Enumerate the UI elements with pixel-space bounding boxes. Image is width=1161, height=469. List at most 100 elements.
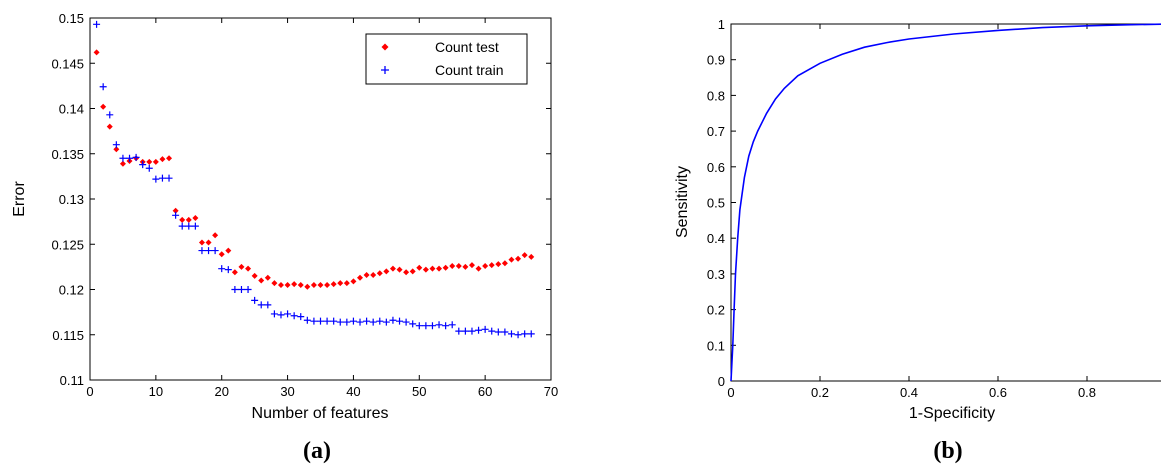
count-train-point (93, 20, 101, 28)
count-train-point (501, 328, 509, 336)
count-train-point (514, 331, 522, 339)
count-test-point (508, 256, 515, 263)
chart-b-ytick-label: 0.1 (707, 338, 725, 353)
count-test-point (310, 281, 317, 288)
count-train-point (257, 301, 265, 309)
chart-b-xtick-label: 0 (727, 385, 734, 400)
chart-a: 0 10 20 30 40 50 60 70 0.11 0.115 0.12 0.125 0.13 0.1… (11, 11, 558, 464)
count-test-point (449, 262, 456, 269)
count-test-point (100, 103, 107, 110)
count-train-point (349, 317, 357, 325)
count-test-point (337, 280, 344, 287)
chart-b-ytick-label: 0.2 (707, 303, 725, 318)
count-train-point (277, 311, 285, 319)
chart-a-panel-label: (a) (303, 438, 331, 464)
chart-a-ticks: 0 10 20 30 40 50 60 70 0.11 0.115 0.12 0.125 0.13 0.1… (51, 11, 558, 399)
count-train-point (330, 317, 338, 325)
count-train-point (126, 154, 134, 162)
legend-marker-count-test (381, 43, 389, 51)
count-train-point (323, 317, 331, 325)
count-train-point (494, 328, 502, 336)
count-test-point (277, 281, 284, 288)
count-test-point (357, 274, 364, 281)
count-test-point (146, 158, 153, 165)
count-test-point (205, 239, 212, 246)
chart-a-ytick-label: 0.14 (59, 102, 84, 117)
chart-a-xtick-label: 60 (478, 384, 492, 399)
chart-a-xtick-label: 70 (544, 384, 558, 399)
count-test-point (212, 232, 219, 239)
chart-a-xtick-label: 10 (149, 384, 163, 399)
count-test-point (488, 262, 495, 269)
count-train-point (422, 322, 430, 330)
count-train-point (382, 318, 390, 326)
chart-b-ytick-label: 0.8 (707, 88, 725, 103)
count-test-point (436, 265, 443, 272)
count-train-point (244, 286, 252, 293)
count-train-point (231, 286, 239, 293)
count-train-point (310, 317, 318, 325)
count-test-point (166, 155, 173, 162)
chart-a-xtick-label: 20 (214, 384, 228, 399)
chart-a-xtick-label: 30 (280, 384, 294, 399)
count-train-point (297, 313, 305, 321)
count-test-point (501, 260, 508, 267)
count-test-point (455, 262, 462, 269)
roc-curve (730, 23, 1161, 382)
count-test-point (403, 269, 410, 276)
chart-b-xtick-label: 0.6 (989, 385, 1007, 400)
count-train-point (205, 247, 213, 255)
count-test-point (304, 283, 311, 290)
chart-b-ytick-label: 0.9 (707, 53, 725, 68)
count-train-point (284, 310, 292, 318)
count-train-point (264, 301, 272, 309)
count-train-point (317, 317, 324, 325)
chart-b-ytick-label: 0 (718, 374, 725, 389)
count-train-point (415, 322, 423, 330)
count-test-point (113, 146, 120, 153)
count-train-point (270, 310, 278, 318)
count-test-point (409, 268, 416, 275)
count-test-point (370, 272, 377, 279)
count-train-point (336, 318, 344, 326)
count-train-point (442, 322, 450, 330)
count-train-point (218, 265, 226, 273)
legend-label-count-test: Count test (435, 39, 499, 55)
count-test-point (389, 265, 396, 272)
chart-a-ytick-label: 0.135 (51, 147, 84, 162)
count-train-point (455, 327, 463, 335)
count-train-point (198, 247, 206, 255)
count-train-point (356, 318, 364, 326)
count-test-point (159, 156, 166, 163)
count-test-point (231, 269, 238, 276)
chart-b-xtick-label: 0.2 (811, 385, 829, 400)
chart-b-ytick-label: 0.6 (707, 160, 725, 175)
count-train-point (389, 316, 397, 324)
chart-a-legend: Count test Count train (365, 33, 528, 85)
count-test-point (521, 252, 528, 259)
count-test-point (363, 272, 370, 279)
count-test-point (225, 247, 232, 254)
count-train-point (132, 153, 140, 161)
count-test-point (324, 281, 331, 288)
count-train-point (461, 327, 469, 335)
count-test-point (330, 281, 337, 288)
count-test-point (152, 158, 159, 165)
chart-b-plot-frame (730, 23, 1161, 382)
count-test-point (245, 265, 252, 272)
chart-b-ytick-label: 1 (718, 17, 725, 32)
count-train-point (106, 111, 114, 119)
legend-marker-count-train (381, 66, 389, 74)
chart-a-ytick-label: 0.12 (59, 283, 84, 298)
legend-label-count-train: Count train (435, 62, 503, 78)
count-train-point (521, 330, 529, 338)
count-train-point (139, 161, 147, 169)
count-test-point (376, 270, 383, 277)
count-train-point (172, 211, 180, 219)
count-test-point (179, 216, 186, 223)
count-test-point (119, 160, 126, 167)
count-train-point (402, 318, 410, 326)
count-train-point (369, 318, 377, 326)
chart-b-ytick-label: 0.5 (707, 196, 725, 211)
